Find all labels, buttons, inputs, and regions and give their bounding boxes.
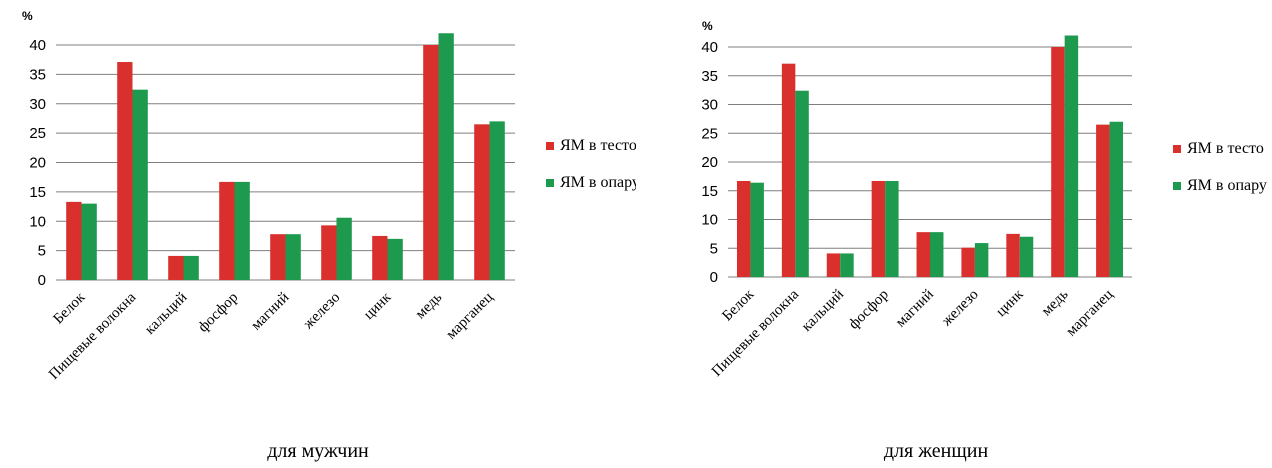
legend-label: ЯМ в опару xyxy=(1187,177,1267,194)
x-tick-label: фосфор xyxy=(195,290,241,336)
bar-oparu xyxy=(183,255,199,280)
bar-oparu xyxy=(750,182,764,277)
bar-testo xyxy=(66,201,82,280)
x-tick-label: Пищевые волокна xyxy=(709,286,802,379)
bar-oparu xyxy=(885,180,899,277)
x-tick-label: железо xyxy=(938,287,981,330)
bar-oparu xyxy=(795,90,809,277)
legend-swatch xyxy=(546,142,554,150)
x-tick-label: кальций xyxy=(799,287,847,335)
x-tick-label: Пищевые волокна xyxy=(46,289,139,382)
bar-oparu xyxy=(1019,236,1034,277)
x-tick-label: магний xyxy=(248,290,292,334)
y-tick-label: 25 xyxy=(701,125,718,142)
x-tick-label: цинк xyxy=(993,286,1027,320)
bar-oparu xyxy=(438,33,454,280)
bar-oparu xyxy=(974,243,989,277)
y-tick-label: 40 xyxy=(701,39,718,56)
legend-label: ЯМ в опару xyxy=(560,174,636,191)
legend-swatch xyxy=(546,179,554,187)
bar-testo xyxy=(916,232,930,277)
y-tick-label: 25 xyxy=(29,125,46,142)
y-tick-label: 10 xyxy=(701,212,718,229)
y-tick-label: 30 xyxy=(701,97,718,114)
bar-oparu xyxy=(489,121,505,280)
legend-label: ЯМ в тесто xyxy=(1187,140,1264,157)
bar-testo xyxy=(871,180,886,277)
bar-testo xyxy=(117,62,133,280)
bar-testo xyxy=(423,45,439,280)
bar-oparu xyxy=(285,234,301,280)
bar-oparu xyxy=(840,253,854,277)
y-tick-label: 5 xyxy=(710,240,718,257)
bar-oparu xyxy=(81,203,97,280)
chart-caption-men: для мужчин xyxy=(267,440,369,462)
y-tick-label: 15 xyxy=(701,183,718,200)
bar-testo xyxy=(781,63,796,277)
x-tick-label: фосфор xyxy=(846,287,892,333)
y-tick-label: 10 xyxy=(29,213,46,230)
bar-testo xyxy=(961,247,975,277)
x-tick-label: медь xyxy=(1039,286,1072,319)
y-axis-unit-label: % xyxy=(22,9,33,23)
y-tick-label: 30 xyxy=(29,96,46,113)
bar-testo xyxy=(1006,233,1020,277)
legend-swatch xyxy=(1173,182,1181,190)
y-tick-label: 35 xyxy=(701,68,718,85)
y-axis-unit-label: % xyxy=(702,19,713,33)
y-tick-label: 15 xyxy=(29,184,46,201)
chart-caption-women: для женщин xyxy=(883,440,989,462)
x-tick-label: Белок xyxy=(50,289,88,327)
bar-testo xyxy=(826,253,841,277)
y-tick-label: 20 xyxy=(701,154,718,171)
x-tick-label: цинк xyxy=(361,289,395,323)
bar-oparu xyxy=(387,238,403,280)
y-tick-label: 35 xyxy=(29,66,46,83)
bar-testo xyxy=(1051,47,1065,277)
bar-oparu xyxy=(1064,35,1079,277)
bar-testo xyxy=(168,255,184,280)
x-tick-label: марганец xyxy=(443,290,496,343)
x-tick-label: марганец xyxy=(1063,287,1116,340)
bar-testo xyxy=(270,234,286,280)
x-tick-label: кальций xyxy=(142,290,190,338)
x-tick-label: медь xyxy=(412,289,445,322)
x-tick-label: Белок xyxy=(719,286,757,324)
bar-testo xyxy=(1096,124,1110,277)
x-tick-label: магний xyxy=(893,287,937,331)
bar-testo xyxy=(372,235,388,280)
bar-testo xyxy=(474,124,490,280)
legend-label: ЯМ в тесто xyxy=(560,137,636,154)
y-tick-label: 40 xyxy=(29,37,46,54)
y-tick-label: 0 xyxy=(38,272,46,289)
bar-oparu xyxy=(234,181,250,280)
bar-testo xyxy=(219,181,235,280)
bar-testo xyxy=(321,225,337,280)
bar-oparu xyxy=(132,89,148,281)
bar-oparu xyxy=(336,217,352,280)
legend-swatch xyxy=(1173,145,1181,153)
x-tick-label: железо xyxy=(300,290,343,333)
bar-testo xyxy=(736,180,751,277)
bar-oparu xyxy=(1109,121,1124,277)
y-tick-label: 0 xyxy=(710,269,718,286)
y-tick-label: 5 xyxy=(38,243,46,260)
bar-oparu xyxy=(930,232,944,277)
y-tick-label: 20 xyxy=(29,155,46,172)
